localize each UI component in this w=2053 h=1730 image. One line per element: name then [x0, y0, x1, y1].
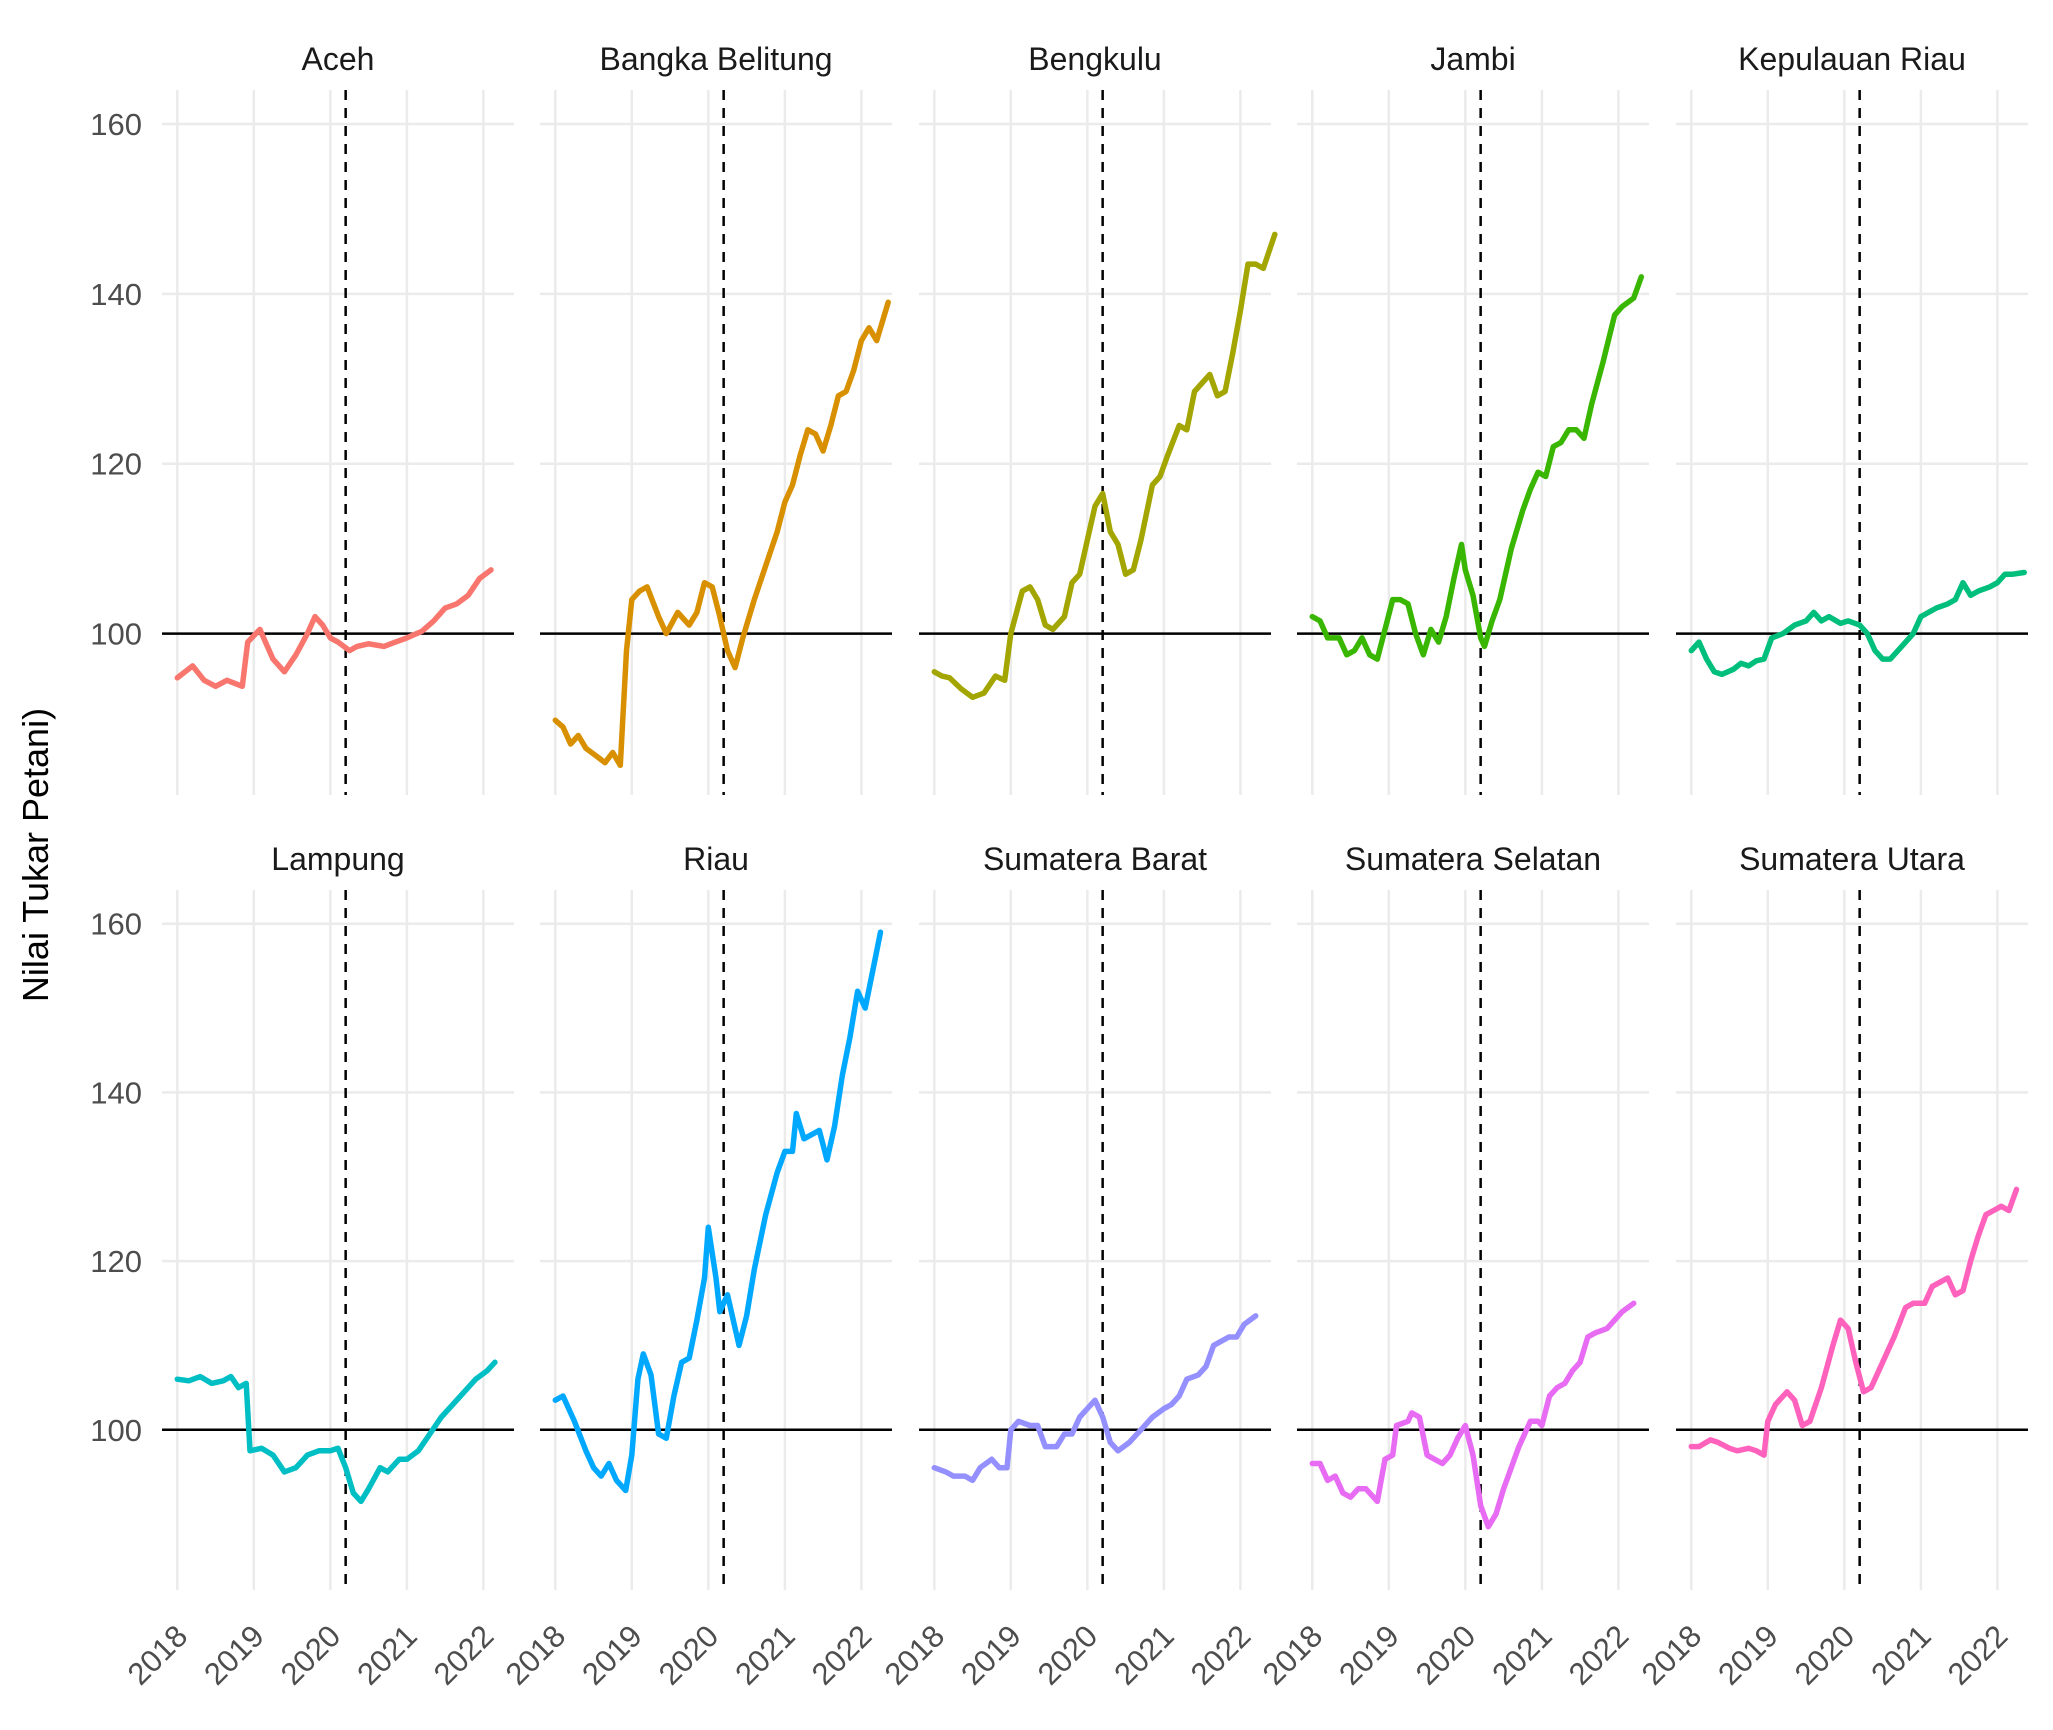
panel-sumatera-utara: Sumatera Utara 2018 2019 2020 2021 2022	[1635, 841, 2028, 1692]
panel-title: Kepulauan Riau	[1738, 41, 1966, 77]
panel-title: Sumatera Selatan	[1345, 841, 1601, 877]
x-tick-label: 2022	[427, 1618, 501, 1692]
panel-title: Bangka Belitung	[599, 41, 832, 77]
x-tick-label: 2022	[805, 1618, 879, 1692]
x-tick-label: 2020	[652, 1618, 726, 1692]
series-line	[552, 299, 891, 769]
panel-title: Jambi	[1430, 41, 1515, 77]
x-tick-label: 2021	[728, 1618, 802, 1692]
x-tick-label: 2021	[1485, 1618, 1559, 1692]
panel-title: Aceh	[302, 41, 375, 77]
y-tick-label: 140	[90, 1075, 142, 1110]
x-tick-label: 2021	[1107, 1618, 1181, 1692]
series-line	[552, 929, 884, 1494]
x-tick-label: 2018	[1256, 1618, 1330, 1692]
x-tick-label: 2019	[1711, 1618, 1785, 1692]
series-line	[1309, 274, 1645, 662]
x-tick-label: 2021	[1864, 1618, 1938, 1692]
panels-layer: Aceh 100 120 140 160 Bangka Belitung Bengkulu J…	[90, 41, 2028, 1692]
x-tick-label: 2021	[350, 1618, 424, 1692]
panel-riau: Riau 2018 2019 2020 2021 2022	[499, 841, 892, 1692]
x-tick-label: 2020	[274, 1618, 348, 1692]
panel-lampung: Lampung 100 120 140 160 2018 2019 2020 2021 2022	[90, 841, 514, 1692]
x-tick-label: 2020	[1409, 1618, 1483, 1692]
panel-title: Sumatera Barat	[983, 841, 1207, 877]
y-axis-label: Nilai Tukar Petani)	[15, 708, 56, 1002]
panel-title: Bengkulu	[1028, 41, 1161, 77]
y-tick-label: 160	[90, 907, 142, 942]
x-tick-label: 2022	[1941, 1618, 2015, 1692]
panel-title: Riau	[683, 841, 749, 877]
series-line	[174, 567, 494, 690]
y-tick-label: 100	[90, 1413, 142, 1448]
y-tick-label: 100	[90, 617, 142, 652]
panel-title: Lampung	[271, 841, 404, 877]
x-tick-label: 2019	[1332, 1618, 1406, 1692]
panel-kepulauan-riau: Kepulauan Riau	[1676, 41, 2028, 795]
series-line	[931, 1313, 1259, 1484]
x-tick-label: 2018	[878, 1618, 952, 1692]
y-tick-label: 120	[90, 447, 142, 482]
panel-aceh: Aceh 100 120 140 160	[90, 41, 514, 795]
x-tick-label: 2018	[1635, 1618, 1709, 1692]
x-tick-label: 2022	[1184, 1618, 1258, 1692]
x-tick-label: 2019	[575, 1618, 649, 1692]
panel-title: Sumatera Utara	[1739, 841, 1965, 877]
panel-bengkulu: Bengkulu	[919, 41, 1278, 795]
y-tick-label: 120	[90, 1244, 142, 1279]
y-tick-label: 160	[90, 107, 142, 142]
series-line	[1309, 1300, 1637, 1530]
x-tick-label: 2018	[499, 1618, 573, 1692]
series-line	[174, 1359, 498, 1505]
x-tick-label: 2019	[954, 1618, 1028, 1692]
panel-bangka-belitung: Bangka Belitung	[540, 41, 892, 795]
series-line	[1688, 1186, 2020, 1458]
x-tick-label: 2019	[197, 1618, 271, 1692]
panel-sumatera-selatan: Sumatera Selatan 2018 2019 2020 2021 2022	[1256, 841, 1649, 1692]
series-line	[931, 231, 1278, 701]
y-tick-label: 140	[90, 277, 142, 312]
series-line	[1688, 569, 2027, 678]
x-tick-label: 2022	[1562, 1618, 1636, 1692]
x-tick-label: 2020	[1788, 1618, 1862, 1692]
panel-jambi: Jambi	[1297, 41, 1649, 795]
x-tick-label: 2020	[1031, 1618, 1105, 1692]
x-tick-label: 2018	[121, 1618, 195, 1692]
panel-sumatera-barat: Sumatera Barat 2018 2019 2020 2021 2022	[878, 841, 1271, 1692]
